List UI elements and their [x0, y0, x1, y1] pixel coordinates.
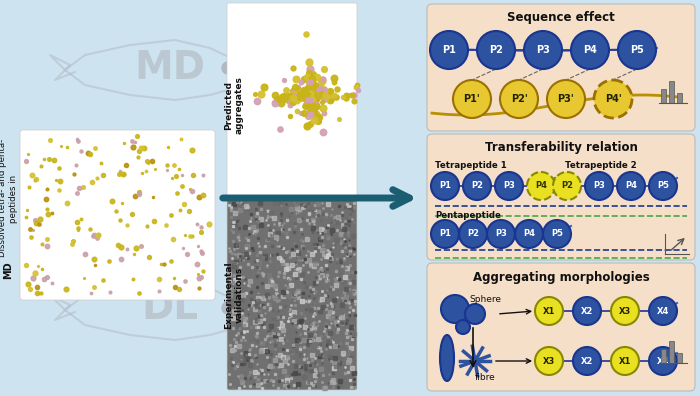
Text: P4: P4 [535, 181, 547, 190]
Circle shape [524, 31, 562, 69]
FancyBboxPatch shape [20, 130, 215, 300]
Text: P5: P5 [551, 230, 563, 238]
Text: P4: P4 [583, 45, 597, 55]
Text: Aggregating morphologies: Aggregating morphologies [473, 270, 650, 284]
Text: Transferability relation: Transferability relation [484, 141, 638, 154]
Circle shape [431, 172, 459, 200]
Circle shape [553, 172, 581, 200]
Text: X1: X1 [619, 356, 631, 366]
Circle shape [430, 31, 468, 69]
Circle shape [459, 220, 487, 248]
Text: P3: P3 [536, 45, 550, 55]
Bar [669, 341, 674, 363]
Text: X4: X4 [657, 356, 669, 366]
Circle shape [463, 172, 491, 200]
FancyBboxPatch shape [227, 3, 357, 198]
Circle shape [222, 302, 234, 314]
Circle shape [585, 172, 613, 200]
Text: P2: P2 [561, 181, 573, 190]
Text: P1: P1 [439, 230, 451, 238]
Circle shape [573, 347, 601, 375]
FancyBboxPatch shape [427, 134, 695, 260]
Circle shape [515, 220, 543, 248]
Text: P3: P3 [593, 181, 605, 190]
Bar [677, 93, 682, 103]
Text: P4: P4 [523, 230, 535, 238]
Circle shape [527, 172, 555, 200]
Circle shape [535, 347, 563, 375]
Text: X1: X1 [542, 307, 555, 316]
FancyBboxPatch shape [227, 200, 357, 390]
Circle shape [611, 297, 639, 325]
Text: P2: P2 [489, 45, 503, 55]
Text: P3': P3' [558, 94, 575, 104]
Text: P3: P3 [495, 230, 507, 238]
Text: X2: X2 [581, 307, 593, 316]
Text: Sequence effect: Sequence effect [507, 11, 615, 25]
Circle shape [453, 80, 491, 118]
Text: P5: P5 [630, 45, 644, 55]
Text: X3: X3 [619, 307, 631, 316]
Text: P1': P1' [463, 94, 480, 104]
Bar [661, 89, 666, 103]
Circle shape [617, 172, 645, 200]
Circle shape [594, 80, 632, 118]
Bar [677, 353, 682, 363]
Text: P5: P5 [657, 181, 669, 190]
Ellipse shape [440, 335, 454, 381]
Text: MD: MD [3, 261, 13, 279]
Circle shape [431, 220, 459, 248]
Circle shape [535, 297, 563, 325]
Text: Dissolved tetra- and penta-
peptides in: Dissolved tetra- and penta- peptides in [0, 139, 18, 257]
Text: Sphere: Sphere [469, 295, 501, 303]
Text: P4: P4 [625, 181, 637, 190]
Text: Pentapeptide: Pentapeptide [435, 211, 501, 221]
Circle shape [649, 297, 677, 325]
Text: P2: P2 [467, 230, 479, 238]
FancyBboxPatch shape [427, 4, 695, 131]
Text: Tetrapeptide 2: Tetrapeptide 2 [565, 162, 637, 171]
Circle shape [465, 304, 485, 324]
Text: fibre: fibre [475, 373, 496, 383]
Circle shape [495, 172, 523, 200]
Circle shape [487, 220, 515, 248]
Text: Tetrapeptide 1: Tetrapeptide 1 [435, 162, 507, 171]
Text: P2': P2' [510, 94, 527, 104]
Circle shape [611, 347, 639, 375]
Text: P3: P3 [503, 181, 515, 190]
Circle shape [456, 320, 470, 334]
Bar [669, 81, 674, 103]
Text: P1: P1 [442, 45, 456, 55]
Circle shape [543, 220, 571, 248]
Circle shape [441, 295, 469, 323]
Text: X2: X2 [581, 356, 593, 366]
Text: P2: P2 [471, 181, 483, 190]
Circle shape [573, 297, 601, 325]
FancyBboxPatch shape [427, 263, 695, 391]
Circle shape [547, 80, 585, 118]
Circle shape [649, 347, 677, 375]
Text: P4': P4' [605, 94, 622, 104]
Circle shape [222, 62, 234, 74]
Text: DL: DL [141, 289, 199, 327]
Text: Predicted
aggregates: Predicted aggregates [224, 76, 244, 134]
Circle shape [477, 31, 515, 69]
Text: P1: P1 [439, 181, 451, 190]
Text: Experimental
validations: Experimental validations [224, 261, 244, 329]
Text: X3: X3 [543, 356, 555, 366]
Circle shape [618, 31, 656, 69]
Circle shape [571, 31, 609, 69]
Text: MD: MD [134, 49, 206, 87]
Circle shape [500, 80, 538, 118]
Text: X4: X4 [657, 307, 669, 316]
Circle shape [649, 172, 677, 200]
Bar [661, 349, 666, 363]
